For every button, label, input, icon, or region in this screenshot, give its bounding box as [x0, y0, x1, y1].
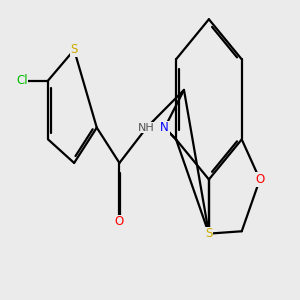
Text: N: N — [160, 121, 169, 134]
Text: O: O — [115, 215, 124, 228]
Text: S: S — [205, 227, 213, 240]
Text: O: O — [255, 173, 265, 186]
Text: S: S — [70, 44, 78, 56]
Text: Cl: Cl — [16, 74, 28, 87]
Text: NH: NH — [138, 123, 155, 133]
